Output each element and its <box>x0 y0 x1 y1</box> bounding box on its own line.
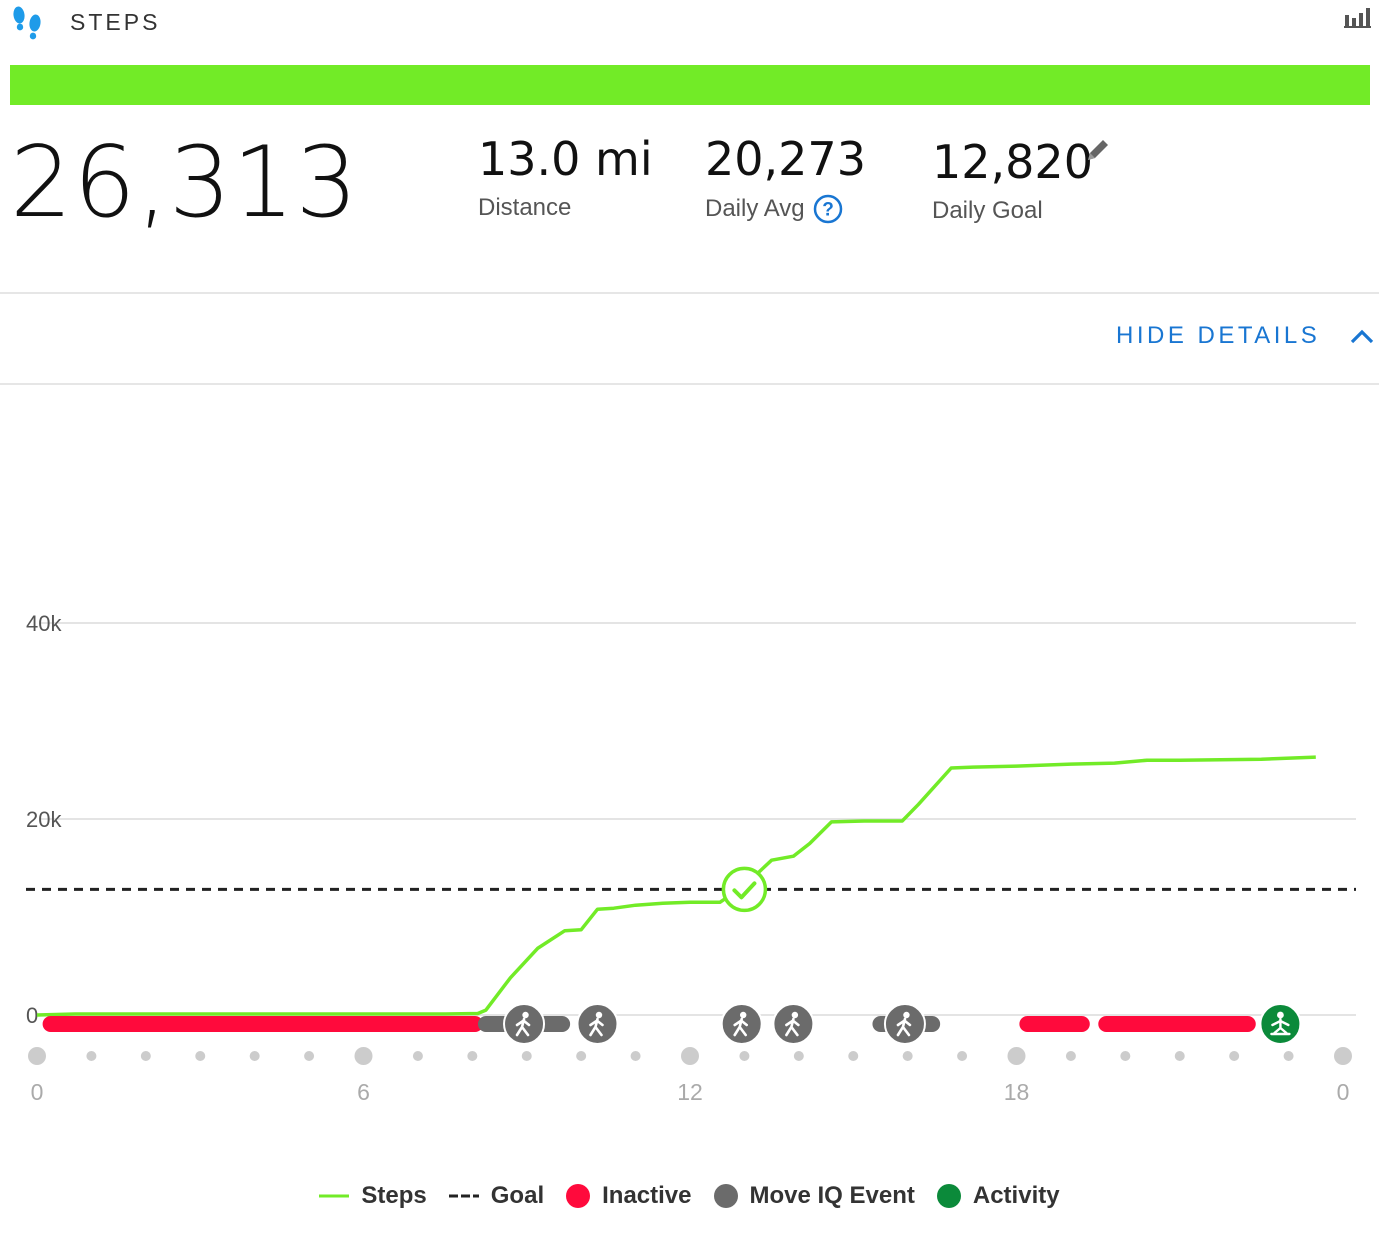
card-title: STEPS <box>70 9 161 35</box>
walking-icon-head <box>903 1011 910 1019</box>
hour-dot <box>86 1051 97 1061</box>
hour-dot <box>739 1051 750 1061</box>
hour-dot <box>576 1051 587 1061</box>
daily-goal-label: Daily Goal <box>932 197 1043 224</box>
legend-inactive-swatch <box>566 1184 591 1208</box>
hour-dot <box>354 1047 373 1065</box>
hour-dot <box>412 1051 423 1061</box>
daily-avg-label: Daily Avg <box>705 195 805 222</box>
hour-dot <box>28 1047 46 1065</box>
divider <box>0 292 1379 294</box>
hour-dot <box>957 1051 968 1061</box>
yoga-icon-body <box>1270 1017 1291 1036</box>
walking-icon <box>733 1011 748 1037</box>
legend-activity: Activity <box>936 1182 1060 1210</box>
hour-dot <box>140 1051 151 1061</box>
hide-details-toggle[interactable]: HIDE DETAILS <box>1116 322 1374 350</box>
y-tick-label: 20k <box>26 807 62 832</box>
steps-chart: 0 20k 40k 0 6 12 18 0 <box>26 611 1356 1105</box>
hide-details-label: HIDE DETAILS <box>1116 322 1321 349</box>
hour-dot <box>249 1051 260 1061</box>
walking-icon <box>589 1011 604 1037</box>
daily-avg-value: 20,273 <box>705 132 866 186</box>
distance-value: 13.0 mi <box>478 132 653 186</box>
walking-icon-head <box>595 1011 603 1019</box>
pencil-icon[interactable] <box>1084 136 1112 164</box>
hour-dot <box>1007 1047 1026 1065</box>
legend-goal: Goal <box>448 1182 544 1210</box>
footsteps-icon <box>13 6 41 40</box>
hour-dot <box>848 1051 859 1061</box>
walking-icon <box>896 1011 912 1037</box>
yoga-icon-head <box>1277 1011 1284 1019</box>
walking-icon-head <box>791 1011 799 1019</box>
svg-text:?: ? <box>822 200 834 221</box>
walking-icon-body <box>515 1017 531 1037</box>
y-tick-label: 0 <box>26 1003 38 1028</box>
check-icon <box>732 881 757 900</box>
hour-dot <box>1065 1051 1076 1061</box>
hour-dot <box>902 1051 913 1061</box>
legend-inactive: Inactive <box>566 1182 692 1210</box>
chart-legend: Steps Goal Inactive Move IQ Event Activi… <box>0 1182 1379 1210</box>
walking-icon-body <box>785 1017 800 1037</box>
x-tick-label: 12 <box>677 1079 703 1105</box>
walking-icon-body <box>589 1017 604 1037</box>
walking-icon-body <box>733 1017 748 1037</box>
walking-icon <box>785 1011 800 1037</box>
help-icon[interactable]: ? <box>813 194 843 224</box>
walking-icon-head <box>739 1011 747 1019</box>
hour-dot <box>630 1051 641 1061</box>
chevron-up-icon <box>1351 329 1374 344</box>
yoga-icon <box>1270 1011 1291 1036</box>
daily-goal-stat: 12,820 Daily Goal <box>932 135 1093 225</box>
divider <box>0 383 1379 385</box>
distance-label: Distance <box>478 194 572 221</box>
hour-dot <box>195 1051 206 1061</box>
walking-icon-head <box>522 1011 529 1019</box>
steps-line <box>36 755 1316 1017</box>
goal-progress-bar <box>10 65 1370 105</box>
legend-move-iq-swatch <box>713 1184 738 1208</box>
x-tick-label: 6 <box>357 1079 370 1105</box>
hour-dot <box>1283 1051 1294 1061</box>
legend-move-iq: Move IQ Event <box>713 1182 915 1210</box>
legend-steps: Steps <box>319 1182 427 1210</box>
daily-goal-value: 12,820 <box>932 135 1093 189</box>
hour-dot <box>304 1051 315 1061</box>
walking-icon <box>515 1011 531 1037</box>
legend-goal-swatch <box>448 1194 479 1198</box>
x-tick-label: 18 <box>1004 1079 1030 1105</box>
hour-dot <box>1229 1051 1240 1061</box>
legend-activity-swatch <box>936 1184 961 1208</box>
x-tick-label: 0 <box>31 1079 44 1105</box>
hour-dot <box>1334 1047 1352 1065</box>
x-tick-label: 0 <box>1337 1079 1350 1105</box>
y-tick-label: 40k <box>26 611 62 636</box>
hour-dot <box>793 1051 804 1061</box>
card-header: STEPS <box>0 0 1379 50</box>
total-steps: 26,313 <box>10 126 359 240</box>
walking-icon-body <box>896 1017 912 1037</box>
legend-steps-swatch <box>319 1194 350 1198</box>
goal-reached-marker <box>721 866 768 913</box>
hour-dot <box>1174 1051 1185 1061</box>
daily-avg-stat: 20,273 Daily Avg ? <box>705 132 866 224</box>
hour-dot <box>1120 1051 1131 1061</box>
distance-stat: 13.0 mi Distance <box>478 132 653 222</box>
hour-dot <box>681 1047 699 1065</box>
hour-dot <box>521 1051 532 1061</box>
bar-chart-icon[interactable] <box>1343 5 1371 29</box>
hour-dot <box>467 1051 478 1061</box>
